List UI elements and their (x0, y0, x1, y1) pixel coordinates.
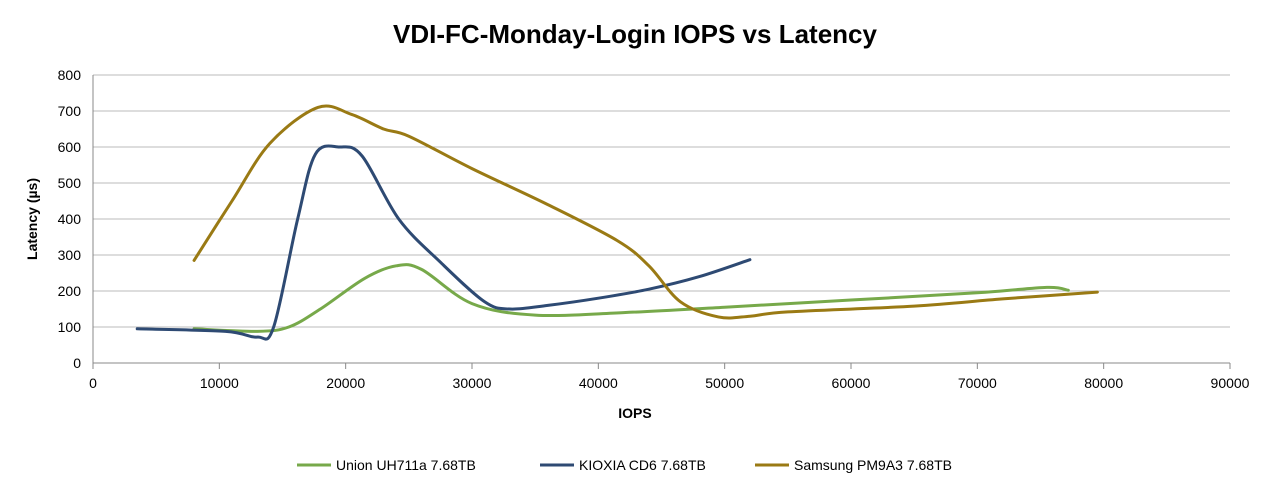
x-tick-label: 60000 (832, 375, 871, 391)
x-tick-label: 80000 (1084, 375, 1123, 391)
x-tick-label: 40000 (579, 375, 618, 391)
legend-label: Union UH711a 7.68TB (336, 457, 476, 473)
y-axis-label: Latency (µs) (24, 178, 40, 260)
x-tick-label: 30000 (453, 375, 492, 391)
y-tick-label: 0 (73, 355, 81, 371)
y-tick-label: 200 (58, 283, 82, 299)
legend-label: Samsung PM9A3 7.68TB (794, 457, 952, 473)
series-line-0 (192, 263, 1070, 333)
y-tick-label: 700 (58, 103, 82, 119)
y-tick-label: 500 (58, 175, 82, 191)
y-tick-label: 400 (58, 211, 82, 227)
x-tick-label: 70000 (958, 375, 997, 391)
x-axis-label: IOPS (618, 405, 651, 421)
legend-label: KIOXIA CD6 7.68TB (579, 457, 706, 473)
y-tick-label: 600 (58, 139, 82, 155)
x-tick-label: 0 (89, 375, 97, 391)
x-tick-label: 10000 (200, 375, 239, 391)
series-line-2 (192, 104, 1099, 320)
x-tick-label: 90000 (1211, 375, 1250, 391)
series-line-1 (135, 144, 752, 341)
y-tick-label: 300 (58, 247, 82, 263)
x-tick-label: 50000 (705, 375, 744, 391)
chart-title: VDI-FC-Monday-Login IOPS vs Latency (393, 19, 877, 49)
x-tick-label: 20000 (326, 375, 365, 391)
y-tick-label: 800 (58, 67, 82, 83)
y-tick-label: 100 (58, 319, 82, 335)
